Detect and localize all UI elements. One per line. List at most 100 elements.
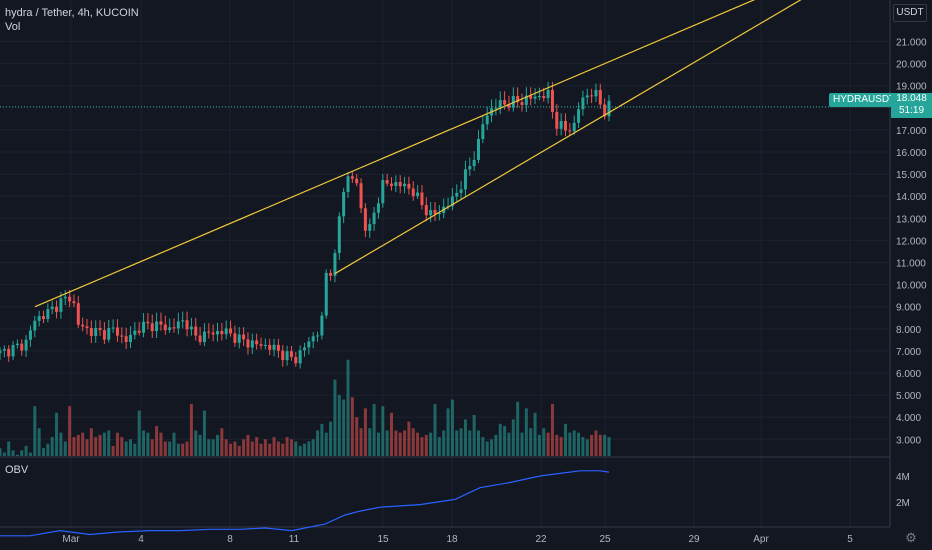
- candle-body: [564, 120, 567, 131]
- candle-body: [229, 328, 233, 334]
- candle-body: [168, 327, 172, 331]
- time-tick: 18: [446, 534, 458, 545]
- volume-bar: [459, 428, 463, 456]
- volume-bar: [115, 432, 119, 456]
- candle-body: [424, 205, 428, 216]
- candle-body: [68, 296, 72, 302]
- price-tick: 19.000: [896, 82, 927, 93]
- candle-body: [407, 183, 411, 189]
- volume-bar: [542, 428, 546, 456]
- volume-bar: [498, 423, 502, 456]
- candle-body: [124, 336, 128, 343]
- candle-body: [590, 95, 594, 97]
- candle-body: [46, 309, 50, 320]
- candle-body: [368, 224, 372, 231]
- volume-bar: [289, 439, 293, 456]
- gear-icon[interactable]: ⚙: [905, 530, 917, 545]
- price-tick: 9.000: [896, 303, 921, 314]
- volume-bar: [494, 434, 498, 456]
- volume-bar: [394, 430, 398, 456]
- candle-body: [403, 183, 407, 187]
- volume-bar: [511, 419, 515, 456]
- candle-body: [207, 331, 211, 333]
- volume-bar: [194, 430, 198, 456]
- last-price-value: 18.048: [896, 93, 927, 104]
- volume-bar: [129, 439, 132, 456]
- volume-bar: [89, 428, 93, 456]
- volume-bar: [133, 443, 137, 456]
- candle-body: [98, 328, 102, 331]
- time-axis[interactable]: Mar 4 8 11 15 18 22 25 29 Apr 5: [62, 534, 853, 545]
- candle-body: [72, 301, 76, 304]
- price-tick: 20.000: [896, 60, 927, 71]
- price-axis[interactable]: 21.00020.00019.00018.00017.00016.00015.0…: [896, 38, 927, 447]
- candle-body: [485, 115, 489, 125]
- volume-bar: [37, 428, 41, 456]
- volume-bar: [463, 419, 467, 456]
- price-tick: 12.000: [896, 236, 927, 247]
- candle-body: [390, 183, 393, 186]
- volume-bars: [0, 359, 611, 456]
- price-tick: 11.000: [896, 259, 926, 270]
- volume-bar: [72, 437, 76, 456]
- price-tick: 5.000: [896, 391, 921, 402]
- candle-body: [381, 180, 385, 204]
- volume-bar: [363, 408, 367, 456]
- volume-bar: [216, 434, 219, 456]
- candle-body: [524, 95, 528, 105]
- volume-bar: [324, 432, 328, 456]
- candle-body: [603, 104, 607, 117]
- candle-body: [363, 208, 367, 231]
- volume-bar: [298, 445, 302, 456]
- volume-bar: [211, 439, 215, 456]
- volume-bar: [442, 430, 446, 456]
- trendlines[interactable]: [0, 0, 890, 308]
- volume-bar: [350, 397, 354, 456]
- candle-body: [429, 210, 433, 216]
- price-tick: 4.000: [896, 413, 921, 424]
- volume-bar: [485, 441, 489, 456]
- candle-body: [211, 332, 215, 335]
- candle-body: [202, 331, 206, 343]
- candlestick-series: [0, 81, 611, 369]
- price-tick: 21.000: [896, 38, 927, 49]
- volume-bar: [2, 452, 6, 456]
- volume-bar: [207, 439, 211, 456]
- candle-body: [507, 104, 511, 108]
- candle-body: [81, 324, 85, 327]
- candle-body: [172, 327, 176, 329]
- candle-body: [15, 343, 19, 346]
- volume-bar: [329, 421, 333, 456]
- candle-body: [333, 253, 337, 276]
- volume-bar: [307, 441, 311, 456]
- time-tick: 8: [227, 534, 233, 545]
- currency-unit-button[interactable]: USDT: [893, 4, 927, 22]
- volume-bar: [20, 450, 24, 456]
- volume-bar: [546, 432, 550, 456]
- candle-body: [115, 327, 119, 336]
- time-tick: 4: [138, 534, 144, 545]
- volume-bar: [524, 408, 528, 456]
- candle-body: [498, 100, 502, 108]
- volume-bar: [568, 432, 572, 456]
- volume-bar: [15, 454, 19, 456]
- volume-bar: [481, 437, 485, 456]
- candle-body: [320, 315, 324, 336]
- candle-body: [120, 335, 124, 337]
- candle-body: [94, 328, 98, 336]
- candle-body: [268, 344, 272, 350]
- candle-body: [163, 324, 167, 331]
- candle-body: [346, 176, 350, 192]
- candle-body: [529, 95, 533, 99]
- candle-body: [85, 326, 89, 329]
- candle-body: [216, 330, 219, 335]
- volume-bar: [233, 441, 237, 456]
- price-tick: 6.000: [896, 369, 921, 380]
- time-tick: 29: [688, 534, 700, 545]
- candle-body: [350, 176, 354, 179]
- volume-bar: [146, 432, 150, 456]
- candle-body: [472, 159, 476, 167]
- volume-bar: [172, 432, 176, 456]
- candle-body: [142, 321, 146, 333]
